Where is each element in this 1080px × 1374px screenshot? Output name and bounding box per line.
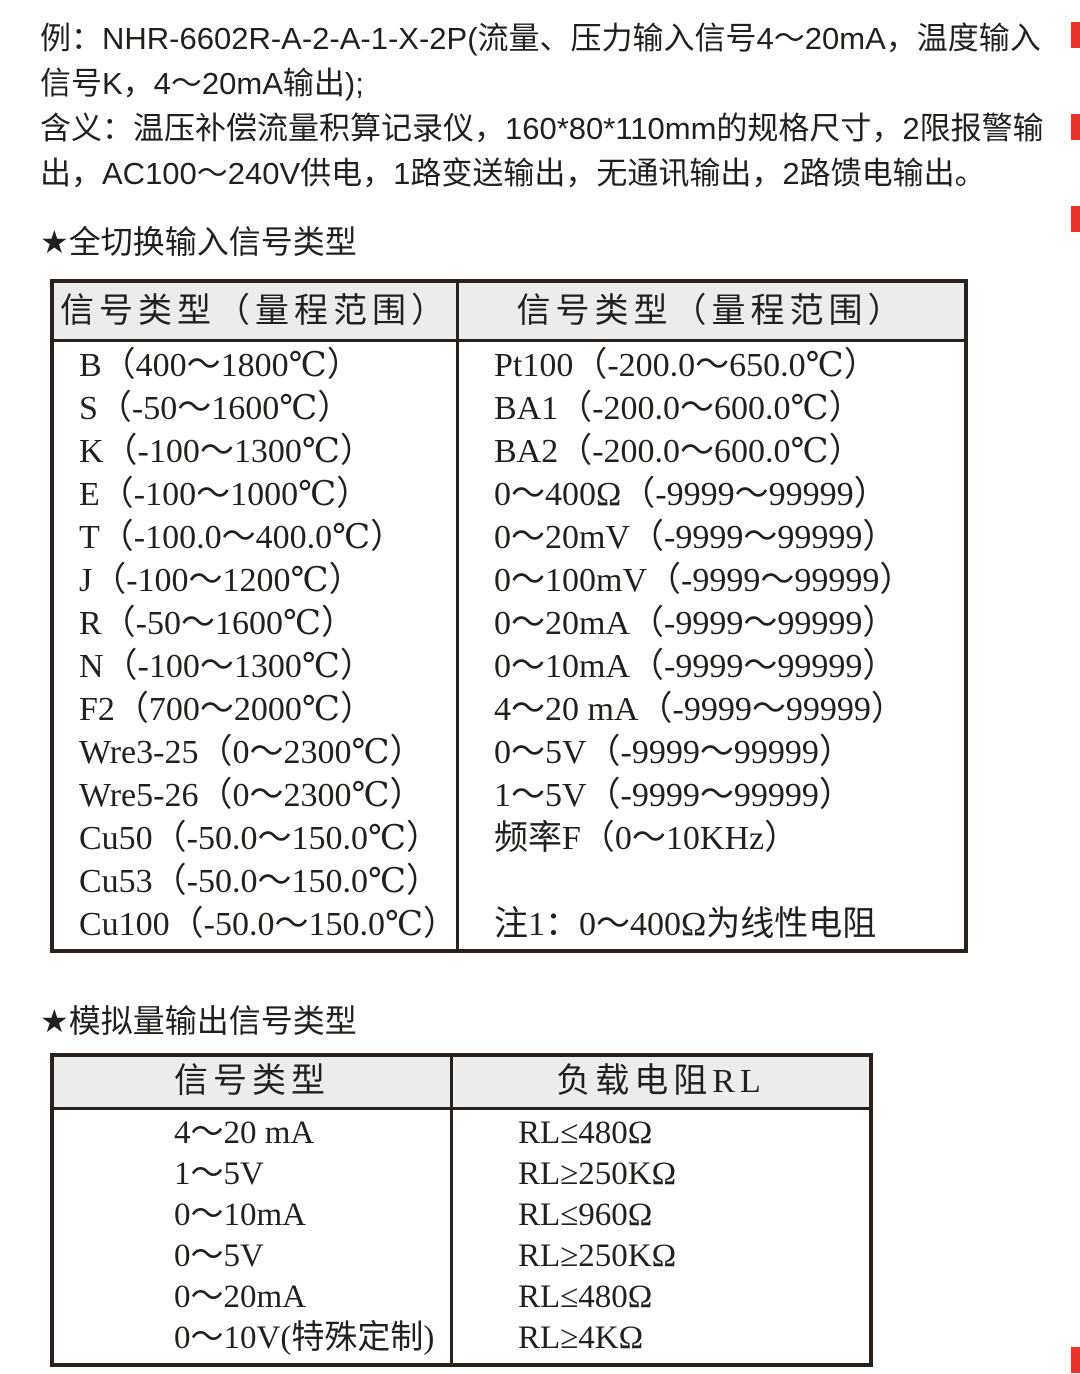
signal-range-entry: 注1：0～400Ω为线性电阻 xyxy=(494,906,877,943)
signal-range-entry: Wre5-26（0～2300℃） xyxy=(79,777,424,814)
signal-range-entry: 1～5V（-9999～99999） xyxy=(494,777,853,814)
output-table-header-row: 信号类型 负载电阻RL xyxy=(54,1057,869,1110)
signal-range-entry: T（-100.0～400.0℃） xyxy=(79,519,405,556)
signal-range-entry: B（400～1800℃） xyxy=(79,347,361,384)
signal-range-entry: S（-50～1600℃） xyxy=(79,390,352,427)
signal-range-entry: BA1（-200.0～600.0℃） xyxy=(494,390,863,427)
output-signal-entry: 1～5V xyxy=(174,1156,264,1192)
signal-range-entry: K（-100～1300℃） xyxy=(79,433,374,470)
red-edge-mark xyxy=(1071,114,1080,140)
signal-range-entry: BA2（-200.0～600.0℃） xyxy=(494,433,863,470)
load-resistance-entry: RL≤960Ω xyxy=(518,1197,653,1233)
output-table-header-col1: 信号类型 xyxy=(54,1057,453,1107)
input-table-header-col1: 信号类型（量程范围） xyxy=(54,283,459,339)
output-signal-entry: 0～5V xyxy=(174,1238,264,1274)
output-section-heading: ★模拟量输出信号类型 xyxy=(40,1003,357,1039)
signal-range-entry xyxy=(494,860,964,903)
load-resistance-entry: RL≥250KΩ xyxy=(518,1156,677,1192)
signal-range-entry: 0～10mA（-9999～99999） xyxy=(494,648,897,685)
output-signal-entry: 0～10mA xyxy=(174,1197,306,1233)
signal-range-entry: 频率F（0～10KHz） xyxy=(494,820,799,857)
input-table-header-col2: 信号类型（量程范围） xyxy=(516,293,907,330)
load-resistance-entry: RL≥4KΩ xyxy=(518,1320,644,1356)
intro-line: 信号K，4～20mA输出); xyxy=(40,66,364,101)
output-table-header-col2: 负载电阻RL xyxy=(556,1063,766,1100)
input-table-header-row: 信号类型（量程范围） 信号类型（量程范围） xyxy=(54,283,964,342)
signal-range-entry: E（-100～1000℃） xyxy=(79,476,371,513)
load-resistance-entry: RL≤480Ω xyxy=(518,1279,653,1315)
signal-range-entry: J（-100～1200℃） xyxy=(79,562,363,599)
signal-range-entry: 0～100mV（-9999～99999） xyxy=(494,562,914,599)
signal-range-entry: 0～20mA（-9999～99999） xyxy=(494,605,897,642)
signal-range-entry: Cu53（-50.0～150.0℃） xyxy=(79,863,441,900)
signal-range-entry: 4～20 mA（-9999～99999） xyxy=(494,691,905,728)
signal-range-entry: 0～20mV（-9999～99999） xyxy=(494,519,897,556)
signal-range-entry: 0～5V（-9999～99999） xyxy=(494,734,853,771)
signal-range-entry: N（-100～1300℃） xyxy=(79,648,374,685)
input-table-column-2: Pt100（-200.0～650.0℃） BA1（-200.0～600.0℃） BA… xyxy=(459,342,964,949)
load-resistance-entry: RL≤480Ω xyxy=(518,1115,653,1151)
intro-line: 例：NHR-6602R-A-2-A-1-X-2P(流量、压力输入信号4～20mA… xyxy=(40,21,1041,56)
signal-range-entry: 0～400Ω（-9999～99999） xyxy=(494,476,888,513)
input-section-heading: ★全切换输入信号类型 xyxy=(40,224,357,260)
intro-line: 含义：温压补偿流量积算记录仪，160*80*110mm的规格尺寸，2限报警输 xyxy=(40,111,1044,146)
signal-range-entry: R（-50～1600℃） xyxy=(79,605,356,642)
signal-range-entry: F2（700～2000℃） xyxy=(79,691,374,728)
output-signal-table: 信号类型 负载电阻RL 4～20 mA 1～5V 0～10mA 0～5V 0～20mA 0… xyxy=(50,1053,873,1367)
signal-range-entry: Wre3-25（0～2300℃） xyxy=(79,734,424,771)
output-table-column-load: RL≤480Ω RL≥250KΩ RL≤960Ω RL≥250KΩ RL≤480Ω RL≥… xyxy=(453,1110,869,1363)
output-table-body: 4～20 mA 1～5V 0～10mA 0～5V 0～20mA 0～10V(特殊定制) R… xyxy=(54,1110,869,1363)
input-signal-table: 信号类型（量程范围） 信号类型（量程范围） B（400～1800℃） S（-50～… xyxy=(50,279,968,953)
input-table-column-1: B（400～1800℃） S（-50～1600℃） K（-100～1300℃） E（-… xyxy=(54,342,459,949)
red-edge-mark xyxy=(1071,22,1080,48)
output-signal-entry: 0～10V(特殊定制) xyxy=(174,1320,435,1356)
signal-range-entry: Cu50（-50.0～150.0℃） xyxy=(79,820,441,857)
intro-line: 出，AC100～240V供电，1路变送输出，无通讯输出，2路馈电输出。 xyxy=(40,156,986,191)
red-edge-mark xyxy=(1071,1347,1080,1373)
output-table-column-signal: 4～20 mA 1～5V 0～10mA 0～5V 0～20mA 0～10V(特殊定制) xyxy=(54,1110,453,1363)
intro-paragraph: 例：NHR-6602R-A-2-A-1-X-2P(流量、压力输入信号4～20mA… xyxy=(0,0,1080,196)
signal-range-entry: Pt100（-200.0～650.0℃） xyxy=(494,347,878,384)
output-signal-entry: 4～20 mA xyxy=(174,1115,315,1151)
signal-range-entry: Cu100（-50.0～150.0℃） xyxy=(79,906,458,943)
load-resistance-entry: RL≥250KΩ xyxy=(518,1238,677,1274)
input-table-body: B（400～1800℃） S（-50～1600℃） K（-100～1300℃） E（-… xyxy=(54,342,964,949)
output-signal-entry: 0～20mA xyxy=(174,1279,306,1315)
red-edge-mark xyxy=(1071,206,1080,232)
